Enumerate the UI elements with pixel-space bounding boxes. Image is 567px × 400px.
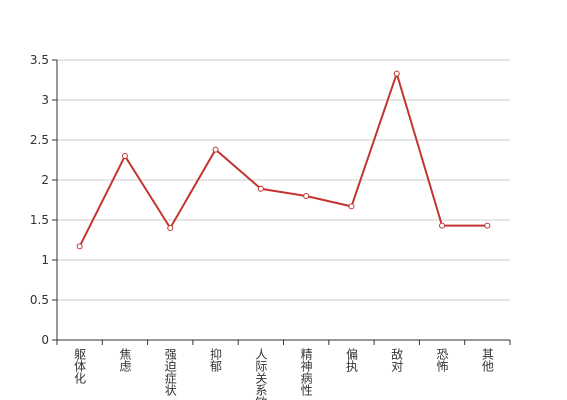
point (121, 153, 128, 159)
point (439, 222, 446, 229)
point (257, 185, 264, 192)
x-tick-label: 恐怖 (435, 348, 449, 372)
point (393, 70, 400, 77)
y-tick-label: 1 (41, 253, 49, 267)
y-tick-label: 0.5 (30, 293, 49, 307)
point (167, 225, 174, 231)
x-tick-label: 偏执 (344, 347, 358, 373)
y-tick-label: 2.5 (30, 133, 49, 147)
y-tick-label: 1.5 (30, 213, 49, 227)
x-tick-label: 抑郁 (209, 347, 223, 373)
y-tick-label: 3 (41, 93, 49, 107)
y-tick-label: 3.5 (30, 53, 49, 67)
x-tick-label: 精神病性 (299, 348, 313, 397)
x-tick-label: 强迫症状 (163, 348, 177, 396)
point (484, 222, 491, 229)
x-tick-label: 敌对 (390, 347, 404, 372)
x-tick-label: 其他 (480, 348, 494, 372)
point (348, 203, 355, 210)
line (78, 70, 488, 247)
x-tick-label: 焦虑 (118, 348, 132, 372)
x-tick-label: 躯体化 (73, 347, 87, 385)
x-tick-label: 人际关系敏感 (254, 348, 268, 400)
y-tick-label: 2 (41, 173, 49, 187)
point (212, 146, 219, 153)
y-tick-label: 0 (41, 333, 49, 347)
point (76, 243, 83, 250)
point (303, 193, 310, 199)
